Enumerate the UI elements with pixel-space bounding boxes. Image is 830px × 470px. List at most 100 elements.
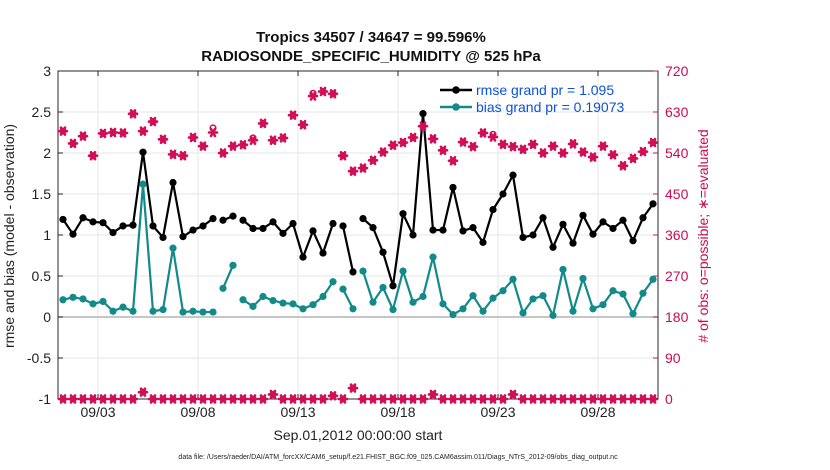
bias-point bbox=[489, 294, 497, 302]
obs-evaluated-bottom-point bbox=[477, 394, 489, 404]
obs-evaluated-point bbox=[347, 166, 359, 176]
obs-evaluated-bottom-point bbox=[257, 394, 269, 404]
y-tick-label: 3 bbox=[43, 63, 51, 79]
obs-evaluated-point bbox=[447, 155, 459, 166]
rmse-point bbox=[539, 214, 547, 222]
x-axis-label: Sep.01,2012 00:00:00 start bbox=[274, 427, 443, 443]
bias-point bbox=[539, 292, 547, 300]
obs-evaluated-bottom-point-stroke bbox=[299, 394, 307, 404]
obs-evaluated-point-stroke bbox=[409, 132, 417, 143]
rmse-point bbox=[109, 228, 117, 237]
obs-evaluated-bottom-point-stroke bbox=[479, 394, 487, 404]
obs-evaluated-bottom-point-stroke bbox=[249, 394, 257, 404]
obs-evaluated-bottom-point-stroke bbox=[189, 394, 197, 404]
obs-evaluated-point-stroke bbox=[149, 116, 157, 127]
bias-point bbox=[549, 311, 557, 319]
bias-point bbox=[69, 293, 77, 301]
rmse-point bbox=[509, 171, 517, 179]
y-tick-label: -1 bbox=[39, 391, 52, 407]
obs-evaluated-bottom-point-stroke bbox=[179, 394, 187, 404]
rmse-point bbox=[199, 222, 207, 230]
rmse-point bbox=[369, 224, 377, 232]
legend: rmse grand pr = 1.095 bias grand pr = 0.… bbox=[440, 82, 624, 115]
obs-evaluated-point-stroke bbox=[429, 134, 437, 144]
obs-evaluated-point-stroke bbox=[309, 91, 317, 101]
rmse-point bbox=[219, 216, 227, 224]
obs-evaluated-bottom-point-stroke bbox=[529, 394, 537, 404]
bias-point bbox=[229, 261, 237, 269]
y-tick-label: 2.5 bbox=[32, 104, 52, 120]
obs-evaluated-bottom-point bbox=[317, 394, 329, 404]
y-tick-label: 0 bbox=[43, 309, 51, 325]
obs-evaluated-bottom-point bbox=[357, 394, 369, 404]
bias-point bbox=[499, 287, 507, 295]
bias-point bbox=[209, 308, 217, 316]
obs-evaluated-point-stroke bbox=[599, 141, 607, 151]
legend-bias-label: bias grand pr = 0.19073 bbox=[476, 99, 624, 115]
obs-evaluated-bottom-point-stroke bbox=[309, 394, 317, 404]
obs-evaluated-point-stroke bbox=[389, 140, 397, 151]
obs-evaluated-point-stroke bbox=[59, 126, 67, 136]
obs-evaluated-bottom-point bbox=[217, 394, 229, 404]
y-tick-label: 1 bbox=[43, 227, 51, 243]
obs-evaluated-bottom-point bbox=[157, 394, 169, 404]
obs-evaluated-bottom-point bbox=[207, 394, 219, 404]
y-tick-label: -0.5 bbox=[27, 350, 51, 366]
rmse-point bbox=[209, 215, 217, 223]
obs-evaluated-point-stroke bbox=[469, 141, 477, 152]
y-axis-left: -1 -0.5 0 0.5 1 1.5 2 2.5 3 bbox=[27, 63, 63, 407]
obs-evaluated-bottom-point bbox=[307, 394, 319, 404]
obs-evaluated-bottom-point bbox=[277, 394, 289, 404]
x-tick-label: 09/08 bbox=[180, 404, 215, 420]
bias-point bbox=[609, 287, 617, 295]
rmse-point bbox=[229, 212, 237, 220]
obs-evaluated-bottom-point-stroke bbox=[349, 383, 357, 393]
obs-evaluated-point bbox=[167, 149, 179, 160]
bias-point bbox=[279, 299, 287, 307]
obs-evaluated-bottom-point-stroke bbox=[269, 389, 277, 400]
obs-evaluated-point-stroke bbox=[529, 139, 537, 150]
obs-evaluated-bottom-point bbox=[617, 394, 629, 404]
obs-evaluated-bottom-point bbox=[627, 394, 639, 404]
obs-evaluated-point-stroke bbox=[539, 148, 547, 158]
obs-evaluated-bottom-point bbox=[537, 394, 549, 404]
obs-evaluated-point-stroke bbox=[169, 149, 177, 160]
rmse-point bbox=[399, 210, 407, 218]
obs-evaluated-bottom-point-stroke bbox=[639, 394, 647, 404]
obs-evaluated-point-stroke bbox=[579, 147, 587, 157]
bias-point bbox=[269, 297, 277, 305]
obs-evaluated-point bbox=[627, 153, 639, 164]
obs-evaluated-point bbox=[427, 134, 439, 144]
bias-point bbox=[649, 275, 657, 283]
obs-evaluated-bottom-point-stroke bbox=[329, 391, 337, 401]
obs-evaluated-point bbox=[557, 148, 569, 158]
rmse-point bbox=[249, 224, 257, 233]
rmse-point bbox=[339, 222, 347, 230]
obs-evaluated-bottom-point bbox=[527, 394, 539, 404]
x-tick-label: 09/23 bbox=[480, 404, 515, 420]
obs-evaluated-bottom-point bbox=[77, 394, 89, 404]
bias-point bbox=[259, 292, 267, 301]
rmse-point bbox=[729, 231, 736, 238]
obs-evaluated-bottom-point-stroke bbox=[359, 394, 367, 404]
obs-evaluated-bottom-point-stroke bbox=[289, 394, 297, 404]
x-axis: 09/03 09/08 09/13 09/18 09/23 09/28 bbox=[80, 71, 616, 420]
rmse-point bbox=[559, 220, 567, 228]
obs-evaluated-bottom-point-stroke bbox=[379, 394, 387, 404]
bias-point bbox=[639, 289, 647, 297]
rmse-point bbox=[629, 237, 637, 245]
obs-evaluated-point-stroke bbox=[369, 155, 377, 166]
rmse-line-segment bbox=[242, 219, 335, 259]
obs-evaluated-bottom-point bbox=[597, 394, 609, 404]
obs-evaluated-point bbox=[147, 116, 159, 127]
obs-evaluated-point-stroke bbox=[219, 148, 227, 158]
obs-evaluated-point-stroke bbox=[79, 131, 87, 141]
obs-evaluated-bottom-point bbox=[287, 394, 299, 404]
obs-evaluated-point-stroke bbox=[229, 141, 237, 151]
obs-evaluated-bottom-point bbox=[97, 394, 109, 404]
rmse-point bbox=[489, 205, 497, 214]
obs-evaluated-bottom-point-stroke bbox=[629, 394, 637, 404]
obs-evaluated-point-stroke bbox=[399, 137, 407, 148]
obs-evaluated-bottom-point-stroke bbox=[209, 394, 217, 404]
obs-evaluated-bottom-point bbox=[427, 389, 439, 400]
